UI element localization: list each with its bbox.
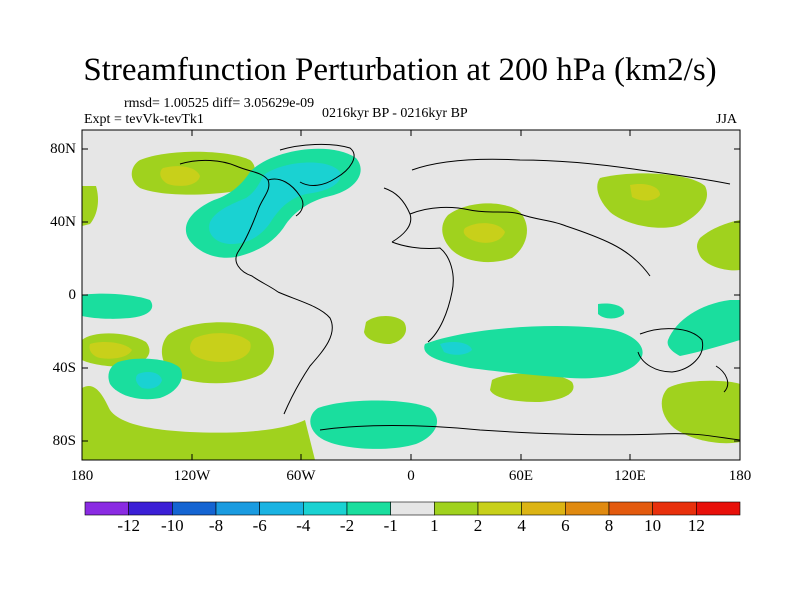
- lon-label-60e: 60E: [508, 468, 534, 484]
- colorbar-box: [477, 501, 522, 516]
- lon-label-120w: 120W: [173, 468, 211, 484]
- lat-label-40s: 40S: [52, 360, 76, 376]
- lon-label-60w: 60W: [286, 468, 316, 484]
- colorbar-box: [172, 501, 217, 516]
- colorbar-box: [696, 501, 741, 516]
- colorbar-box: [259, 501, 304, 516]
- lat-label-80n: 80N: [50, 141, 76, 157]
- colorbar-box: [565, 501, 610, 516]
- colorbar-box: [390, 501, 435, 516]
- colorbar-label: -8: [208, 516, 224, 535]
- colorbar-box: [521, 501, 566, 516]
- lat-label-0: 0: [68, 287, 77, 303]
- colorbar-label: -12: [117, 516, 140, 535]
- lon-label-120e: 120E: [614, 468, 646, 484]
- colorbar-label: -2: [339, 516, 355, 535]
- colorbar-box: [434, 501, 479, 516]
- colorbar-label: 8: [604, 516, 614, 535]
- lat-label-80s: 80S: [52, 433, 76, 449]
- colorbar-label: 2: [473, 516, 483, 535]
- colorbar-box: [346, 501, 391, 516]
- colorbar-box: [215, 501, 260, 516]
- colorbar-label: 4: [517, 516, 526, 535]
- lon-label-180w: 180: [70, 468, 94, 484]
- axis-ticks: [81, 130, 741, 460]
- contour-fills: [82, 143, 740, 460]
- colorbar-label: -1: [383, 516, 398, 535]
- colorbar: [84, 501, 741, 516]
- experiment-text: Expt = tevVk-tevTk1: [84, 112, 204, 127]
- period-text: 0216kyr BP - 0216kyr BP: [322, 106, 468, 121]
- colorbar-box: [652, 501, 697, 516]
- stats-text: rmsd= 1.00525 diff= 3.05629e-09: [124, 96, 315, 111]
- colorbar-label: 6: [561, 516, 570, 535]
- season-text: JJA: [716, 112, 738, 127]
- colorbar-box: [303, 501, 348, 516]
- colorbar-label: 12: [687, 516, 705, 535]
- colorbar-box: [128, 501, 173, 516]
- coastlines: [179, 143, 740, 441]
- map-panel: [81, 129, 741, 461]
- colorbar-box: [608, 501, 653, 516]
- lon-label-0: 0: [407, 468, 415, 484]
- colorbar-label: -4: [296, 516, 311, 535]
- colorbar-label: 1: [430, 516, 439, 535]
- lon-label-180e: 180: [728, 468, 752, 484]
- colorbar-label: -6: [252, 516, 267, 535]
- colorbar-box: [84, 501, 129, 516]
- lat-label-40n: 40N: [50, 214, 76, 230]
- colorbar-label: 10: [644, 516, 662, 535]
- colorbar-label: -10: [160, 516, 184, 535]
- plot-title: Streamfunction Perturbation at 200 hPa (…: [83, 52, 717, 88]
